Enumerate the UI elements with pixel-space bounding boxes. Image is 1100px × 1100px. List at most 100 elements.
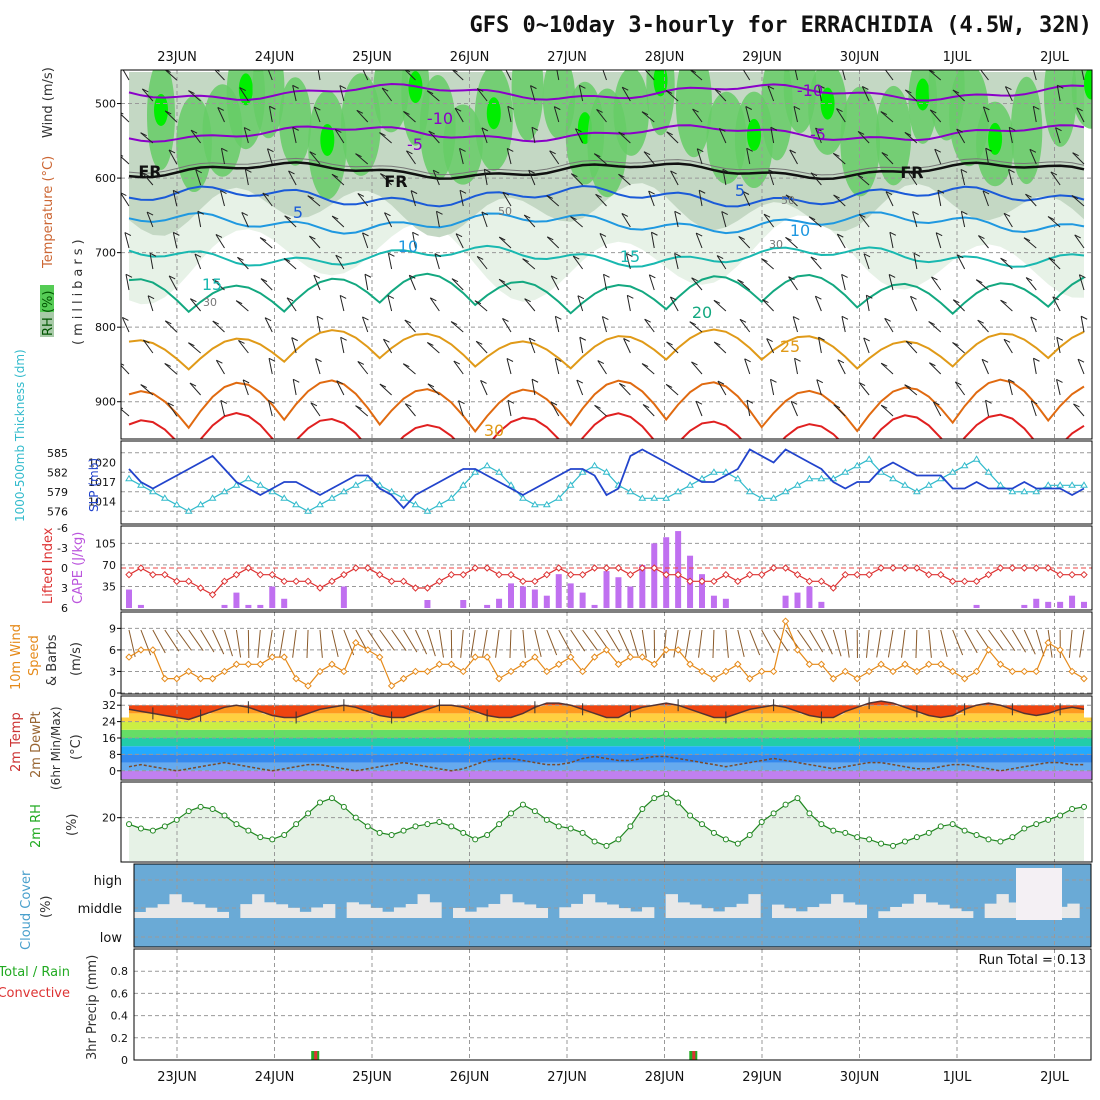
wind-barb (403, 111, 416, 123)
rh-2m-point (245, 827, 252, 834)
wind-barb (1048, 257, 1061, 270)
wind-speed-point (877, 660, 885, 668)
thickness-point (984, 468, 993, 475)
wind-barb (125, 274, 130, 291)
cape-bar (651, 543, 658, 608)
cloud-mid-bar (594, 902, 608, 918)
rh-2m-point (352, 814, 359, 821)
wind-barb (141, 88, 154, 102)
wind-speed-point (1032, 667, 1040, 676)
wind-barb (695, 232, 703, 249)
wind-barb (458, 400, 464, 417)
wind-barb (194, 253, 202, 270)
wind-barb-flag (194, 253, 202, 258)
wind-barb-flag (1033, 357, 1040, 362)
wind-barb (408, 275, 416, 291)
wind-barb (1025, 277, 1037, 291)
temp-unit-label: (°C) (69, 734, 84, 760)
wind-barb-flag (880, 404, 888, 409)
lifted-index-point (149, 570, 157, 579)
wind-speed-point (829, 674, 838, 683)
contour-label: 30 (769, 238, 783, 251)
rh-blob-70 (443, 104, 483, 185)
wind-speed-point (960, 674, 969, 683)
wind-barb-10m (737, 629, 745, 657)
wind-barb-flag (985, 399, 992, 404)
wind-barb-flag (476, 256, 484, 260)
wind-barb-flag (142, 172, 149, 177)
cloud-mid-bar (807, 907, 820, 918)
wind-barb-flag (1032, 65, 1038, 68)
wind-barb-flag (260, 278, 268, 283)
wind-barb-flag (499, 236, 506, 241)
wind-barb-flag (335, 254, 342, 259)
wind-barb-flag (952, 89, 960, 94)
wind-speed-point (435, 660, 444, 668)
contour-label: 30 (484, 421, 504, 440)
wind-speed-point (495, 674, 503, 683)
wind-barb (239, 87, 249, 102)
wind-barb-flag (907, 171, 915, 176)
wind-barb (746, 148, 751, 165)
wind-barb (696, 148, 703, 165)
lifted-index-point (948, 577, 957, 586)
lifted-index-point (984, 570, 993, 579)
thickness-point (435, 500, 444, 508)
wind-speed-point (268, 653, 276, 661)
thickness-point (626, 487, 635, 495)
wind-speed-point (1080, 674, 1088, 683)
rh-2m-point (1021, 825, 1028, 832)
wind-barb-flag (674, 252, 681, 257)
cloud-mid-bar (606, 904, 619, 918)
wind-barb (412, 232, 416, 249)
wind-barb (761, 258, 774, 270)
wind-barb-flag (810, 172, 818, 177)
wind-barb (572, 255, 584, 270)
wind-barb (982, 190, 989, 207)
wind-barb-flag (125, 273, 133, 278)
wind-barb (1003, 339, 1013, 354)
contour-label: 10 (398, 237, 418, 256)
wind-barb-flag (1030, 400, 1038, 405)
wind-speed-point (208, 674, 217, 683)
wind-barb-flag (713, 299, 721, 304)
thickness-tick: 576 (47, 505, 68, 518)
lifted-index-point (208, 590, 217, 599)
wind-barb (577, 295, 584, 312)
wind-speed-point (865, 667, 873, 676)
rh-2m-point (1069, 806, 1076, 812)
wind-barb (268, 106, 273, 123)
wind-barb (546, 236, 560, 249)
rh-2m-point (687, 812, 694, 819)
wind-speed-point (364, 646, 372, 654)
rh-blob-90 (820, 87, 835, 120)
wind-barb-10m (319, 629, 323, 658)
contour-label: FR (138, 162, 161, 181)
lifted-index-point (566, 570, 575, 579)
wind-barb (861, 86, 870, 102)
wind-barb-flag (1000, 257, 1007, 262)
wind-barb-10m (820, 629, 833, 655)
wind-barb (975, 279, 989, 291)
cloud-mid-bar (311, 907, 324, 918)
wind-barb-flag (507, 399, 515, 404)
wind-barb-flag (670, 296, 677, 301)
temp-color-band (121, 729, 1092, 738)
cloud-mid-bar (642, 907, 655, 918)
wind-barb-10m (128, 629, 136, 658)
rh-2m-point (770, 810, 777, 817)
wind-barb-flag (450, 321, 458, 326)
wind-barb (197, 211, 202, 228)
wind-speed-point (602, 646, 611, 654)
wind-barb-flag (722, 168, 730, 173)
cape-bar (543, 595, 550, 608)
wind-barb-flag (881, 152, 889, 156)
wind-barb (863, 337, 870, 354)
rh-2m-point (615, 836, 622, 843)
thickness-point (411, 500, 420, 508)
wind-speed-point (125, 653, 133, 661)
contour-label: FR (384, 172, 407, 191)
wind-label: Wind (m/s) (41, 67, 56, 138)
lifted-index-point (841, 570, 849, 579)
lifted-index-point (292, 577, 300, 586)
